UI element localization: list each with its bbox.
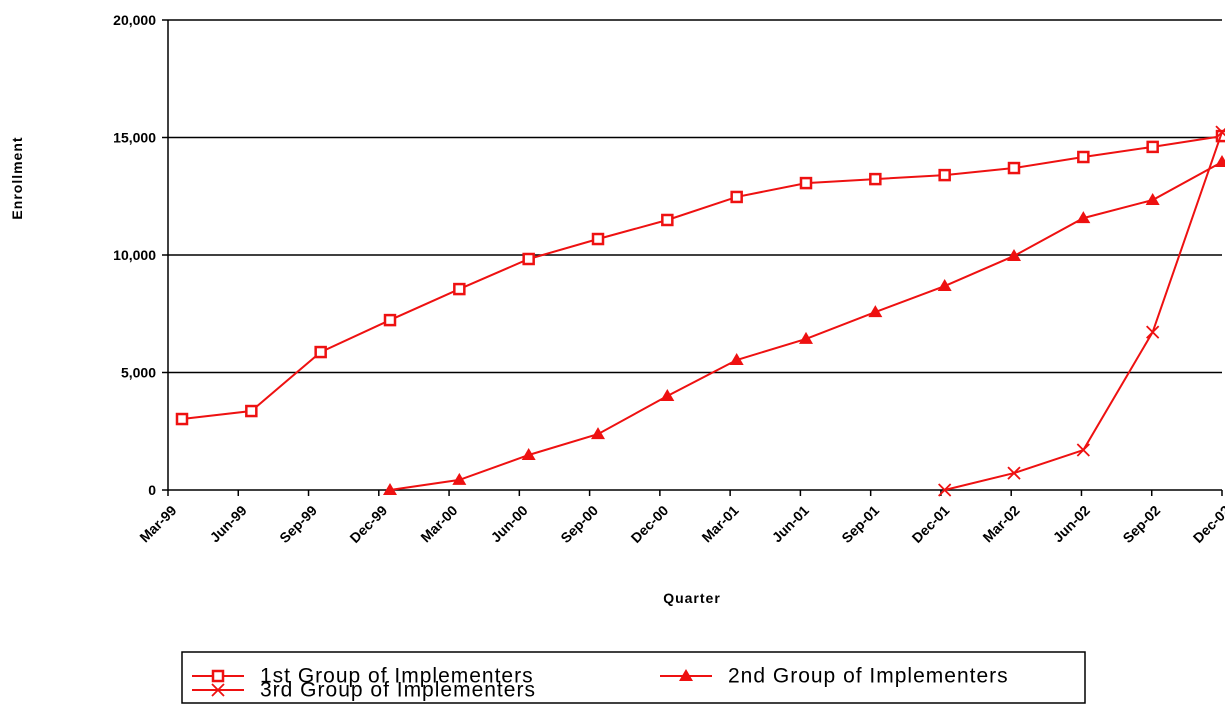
marker xyxy=(799,331,813,344)
x-tick-label: Mar-99 xyxy=(136,502,179,545)
x-tick-label: Mar-01 xyxy=(698,502,741,545)
legend-marker xyxy=(211,669,225,683)
marker xyxy=(383,483,397,495)
marker-stroke xyxy=(1215,125,1225,139)
marker xyxy=(1007,466,1021,480)
marker xyxy=(729,353,744,366)
series-line xyxy=(181,135,1223,421)
marker xyxy=(1215,154,1225,167)
legend-label: 3rd Group of Implementers xyxy=(260,679,536,702)
marker xyxy=(521,447,536,460)
marker-stroke xyxy=(1146,325,1160,339)
marker-stroke xyxy=(1007,466,1021,480)
marker xyxy=(175,412,189,426)
marker xyxy=(452,472,467,485)
legend-marker xyxy=(211,683,225,697)
x-tick-label: Sep-99 xyxy=(276,502,320,546)
marker xyxy=(868,305,883,318)
x-tick-label: Sep-01 xyxy=(838,502,882,546)
y-tick-label: 10,000 xyxy=(113,247,156,263)
x-axis-title: Quarter xyxy=(663,590,721,606)
marker xyxy=(730,190,743,204)
y-tick-label: 0 xyxy=(148,482,156,498)
marker xyxy=(938,483,952,497)
x-tick-label: Jun-02 xyxy=(1050,502,1093,545)
x-tick-label: Dec-99 xyxy=(346,502,390,546)
marker xyxy=(1146,140,1159,154)
marker-stroke xyxy=(938,483,952,497)
y-axis-title: Enrollment xyxy=(9,136,25,219)
marker xyxy=(937,279,952,292)
marker xyxy=(1007,161,1021,175)
marker xyxy=(1077,150,1090,164)
marker xyxy=(383,313,397,327)
marker xyxy=(1146,325,1160,339)
x-tick-label: Mar-00 xyxy=(417,502,460,545)
marker xyxy=(938,168,951,182)
x-tick-label: Sep-00 xyxy=(557,502,601,546)
y-tick-label: 15,000 xyxy=(113,130,156,146)
marker xyxy=(660,389,675,401)
marker xyxy=(591,427,605,440)
x-tick-label: Dec-02 xyxy=(1190,502,1225,546)
x-tick-label: Jun-99 xyxy=(207,502,250,545)
x-tick-label: Jun-01 xyxy=(769,502,812,545)
x-tick-label: Dec-00 xyxy=(628,502,672,546)
marker xyxy=(1145,193,1160,206)
y-tick-label: 20,000 xyxy=(113,12,156,28)
marker xyxy=(1215,125,1225,139)
marker xyxy=(1076,443,1090,457)
x-tick-label: Sep-02 xyxy=(1119,502,1163,546)
marker xyxy=(799,176,813,190)
y-tick-label: 5,000 xyxy=(121,365,156,381)
marker xyxy=(869,172,882,186)
marker xyxy=(1007,248,1021,261)
x-tick-label: Dec-01 xyxy=(909,502,953,546)
marker-stroke xyxy=(211,683,225,697)
legend-label: 1st Group of Implementers xyxy=(260,665,534,688)
marker xyxy=(661,213,674,227)
marker-stroke xyxy=(1076,443,1090,457)
marker xyxy=(1076,211,1091,224)
marker xyxy=(245,404,258,418)
legend-label: 2nd Group of Implementers xyxy=(728,665,1009,688)
legend-box xyxy=(181,651,1086,704)
legend-marker xyxy=(679,669,693,681)
x-tick-label: Mar-02 xyxy=(979,502,1022,545)
marker xyxy=(522,252,535,266)
marker xyxy=(314,345,327,359)
x-tick-label: Jun-00 xyxy=(488,502,531,545)
marker xyxy=(453,282,466,296)
marker xyxy=(591,232,605,246)
series-line xyxy=(389,161,1223,491)
